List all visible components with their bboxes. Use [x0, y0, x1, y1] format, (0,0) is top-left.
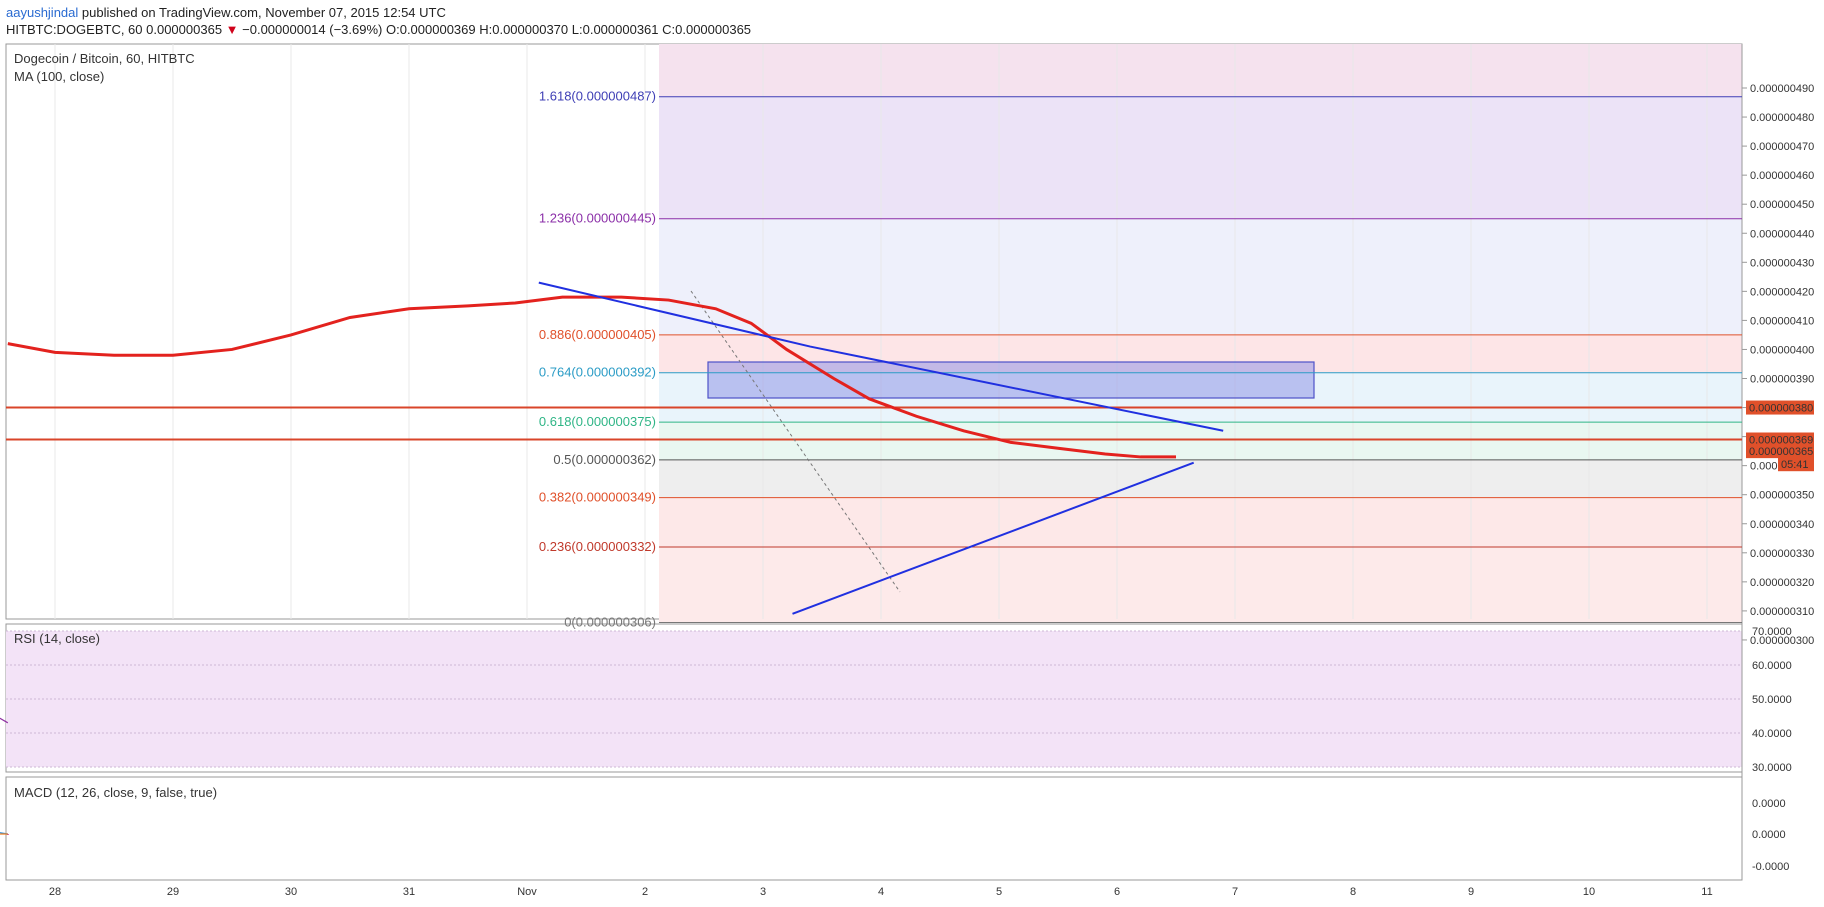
price-tick-label: 0.000000490 — [1750, 83, 1814, 95]
rsi-indicator-label[interactable]: RSI (14, close) — [14, 631, 100, 646]
symbol-line: HITBTC:DOGEBTC, 60 0.000000365 ▼ −0.0000… — [6, 22, 751, 37]
rsi-tick-label: 60.0000 — [1752, 660, 1792, 672]
macd-pane[interactable] — [5, 776, 1743, 881]
fib-level-label: 0.618(0.000000375) — [539, 414, 656, 429]
chart-title: Dogecoin / Bitcoin, 60, HITBTC — [14, 51, 195, 66]
price-tick-label: 0.000000450 — [1750, 199, 1814, 211]
fib-band — [659, 96, 1742, 219]
price-badge — [1746, 400, 1814, 415]
time-tick-label: 28 — [49, 886, 61, 898]
time-tick-label: Nov — [517, 886, 537, 898]
price-badge — [1746, 444, 1814, 459]
time-tick-label: 2 — [642, 886, 648, 898]
price-badge — [1746, 432, 1814, 447]
macd-axis[interactable]: 0.0000 0.0000 -0.0000 — [1752, 798, 1789, 873]
price-tick-label: 0.000000400 — [1750, 344, 1814, 356]
fib-level-label: 0.5(0.000000362) — [553, 452, 656, 467]
price-tick-label: 0.000000430 — [1750, 257, 1814, 269]
fib-anchor-line — [690, 290, 901, 593]
author-link[interactable]: aayushjindal — [6, 5, 79, 20]
time-axis[interactable]: 28 29 30 31 Nov 2 3 4 5 6 7 8 9 10 11 — [6, 44, 1742, 898]
fib-band — [659, 44, 1742, 97]
price-tick-label: 0.000000310 — [1750, 606, 1814, 618]
macd-tick-label: 0.0000 — [1752, 798, 1786, 810]
time-tick-label: 11 — [1701, 886, 1712, 898]
ascending-trendline[interactable] — [792, 461, 1195, 615]
publish-info: published on TradingView.com, November 0… — [78, 5, 446, 20]
fib-band — [659, 497, 1742, 547]
time-tick-label: 6 — [1114, 886, 1120, 898]
price-tick-label: 0.000000320 — [1750, 577, 1814, 589]
time-tick-label: 30 — [285, 886, 297, 898]
macd-indicator-label[interactable]: MACD (12, 26, close, 9, false, true) — [14, 785, 217, 800]
price-tick-label: 0.000000300 — [1750, 635, 1814, 647]
down-arrow-icon: ▼ — [225, 22, 239, 37]
fib-band — [659, 422, 1742, 460]
price-tick-label: 0.000000470 — [1750, 141, 1814, 153]
fib-level-label: 0.886(0.000000405) — [539, 327, 656, 342]
fib-level-label: 0(0.000000306) — [564, 615, 656, 630]
price-badge-label: 05:41 — [1781, 459, 1809, 471]
time-tick-label: 10 — [1583, 886, 1595, 898]
price-tick-label: 0.000000440 — [1750, 228, 1814, 240]
price-tick-label: 0.000000420 — [1750, 286, 1814, 298]
fib-band — [659, 218, 1742, 335]
rsi-tick-label: 40.0000 — [1752, 728, 1792, 740]
price-axis[interactable]: 0.000000490 0.000000480 0.000000470 0.00000… — [1742, 83, 1814, 647]
fib-level-label: 0.236(0.000000332) — [539, 539, 656, 554]
rsi-tick-label: 70.0000 — [1752, 626, 1792, 638]
price-tick-label: 0.000000340 — [1750, 519, 1814, 531]
time-tick-label: 31 — [403, 886, 415, 898]
fib-level-label: 1.618(0.000000487) — [539, 89, 656, 104]
moving-average-line[interactable] — [7, 295, 1176, 459]
price-badge — [1778, 457, 1814, 472]
time-tick-label: 8 — [1350, 886, 1356, 898]
price-tick-label: 0.000000350 — [1750, 490, 1814, 502]
price-badge-label: 0.000000380 — [1749, 403, 1813, 415]
fib-band — [659, 546, 1742, 623]
time-tick-label: 3 — [760, 886, 766, 898]
price-tick-label: 0.000000480 — [1750, 112, 1814, 124]
rsi-tick-label: 30.0000 — [1752, 762, 1792, 774]
price-tick-label: 0.000000330 — [1750, 548, 1814, 560]
macd-tick-label: -0.0000 — [1752, 861, 1789, 873]
fib-bands — [659, 44, 1742, 623]
fibonacci-levels[interactable]: 1.618(0.000000487) 1.236(0.000000445) 0.88… — [539, 89, 1742, 630]
price-badge-label: 0.000000365 — [1749, 446, 1813, 458]
rsi-axis[interactable]: 70.0000 60.0000 50.0000 40.0000 30.0000 — [6, 626, 1792, 774]
fib-level-label: 1.236(0.000000445) — [539, 211, 656, 226]
ohlc-values: O:0.000000369 H:0.000000370 L:0.00000036… — [385, 22, 752, 37]
symbol-price: HITBTC:DOGEBTC, 60 0.000000365 — [6, 22, 226, 37]
chart-header: aayushjindal published on TradingView.co… — [0, 0, 1824, 44]
price-tick-label: 0.000000390 — [1750, 374, 1814, 386]
consolidation-box[interactable] — [707, 361, 1315, 399]
publish-line: aayushjindal published on TradingView.co… — [6, 5, 446, 20]
rsi-tick-label: 50.0000 — [1752, 694, 1792, 706]
fib-band — [659, 459, 1742, 498]
macd-tick-label: 0.0000 — [1752, 829, 1786, 841]
price-change: −0.000000014 (−3.69%) — [238, 22, 386, 37]
time-tick-label: 5 — [996, 886, 1002, 898]
descending-trendline[interactable] — [538, 281, 1224, 432]
fib-level-label: 0.764(0.000000392) — [539, 365, 656, 380]
support-resistance-lines — [6, 406, 1742, 441]
time-tick-label: 7 — [1232, 886, 1238, 898]
price-tick-label: 0.000000460 — [1750, 170, 1814, 182]
time-tick-label: 9 — [1468, 886, 1474, 898]
price-tick-label: 0.000000410 — [1750, 315, 1814, 327]
price-badge-label: 0.000000369 — [1749, 435, 1813, 447]
time-tick-label: 4 — [878, 886, 884, 898]
fib-level-label: 0.382(0.000000349) — [539, 490, 656, 505]
ma-indicator-label[interactable]: MA (100, close) — [14, 69, 104, 84]
time-tick-label: 29 — [167, 886, 179, 898]
